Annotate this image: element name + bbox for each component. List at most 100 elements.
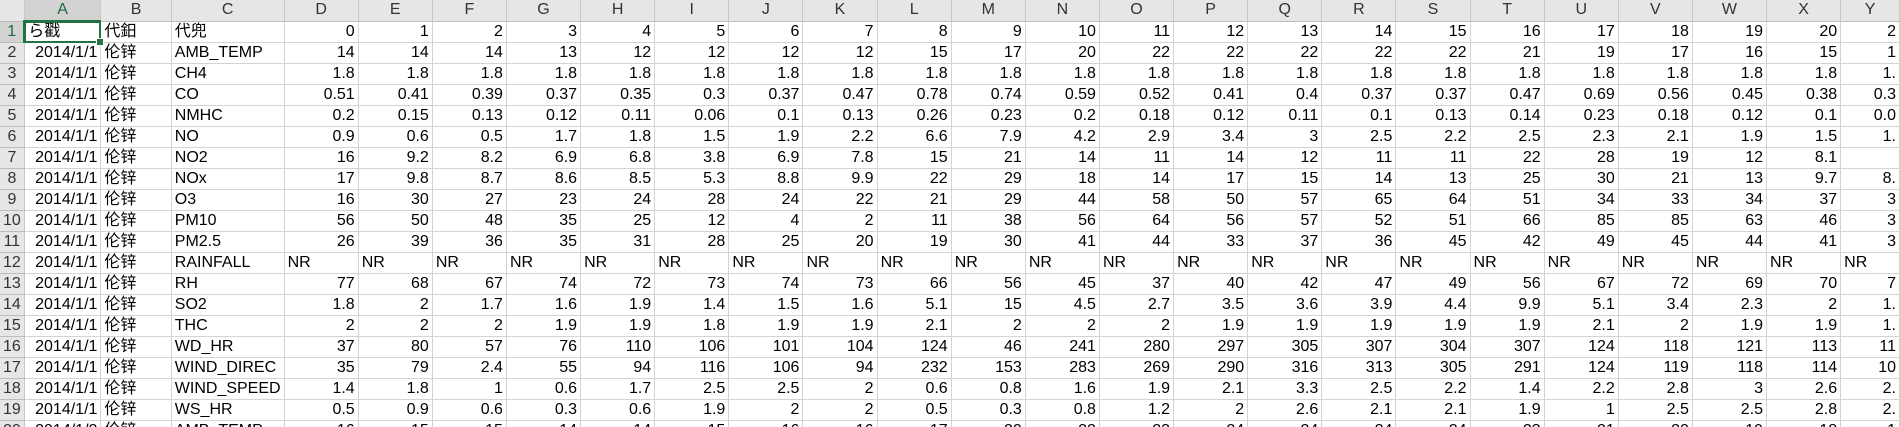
cell[interactable]: 24 [728, 189, 804, 211]
cell[interactable]: 0.78 [877, 84, 952, 106]
cell[interactable]: 38 [951, 210, 1026, 232]
cell[interactable]: 伦锌 [100, 168, 172, 190]
cell[interactable]: 0.12 [1173, 105, 1249, 127]
cell[interactable]: 18 [1618, 21, 1693, 43]
cell[interactable]: 0 [284, 21, 359, 43]
cell[interactable]: 22 [802, 189, 878, 211]
cell[interactable]: 101 [728, 336, 804, 358]
cell[interactable]: 13 [506, 42, 582, 64]
cell[interactable]: 13 [1395, 168, 1471, 190]
cell[interactable]: 2.5 [1321, 126, 1397, 148]
cell[interactable]: 2 [358, 294, 433, 316]
cell[interactable]: 13 [1692, 168, 1768, 190]
cell[interactable]: 72 [580, 273, 656, 295]
cell[interactable]: 1.8 [1173, 63, 1249, 85]
column-header-r[interactable]: R [1321, 0, 1397, 22]
cell[interactable]: NR [358, 252, 433, 274]
cell[interactable]: 2.6 [1247, 399, 1323, 421]
cell[interactable]: 7 [802, 21, 878, 43]
cell[interactable]: 104 [802, 336, 878, 358]
cell[interactable]: 12 [1247, 147, 1323, 169]
cell[interactable]: 1.9 [580, 315, 656, 337]
cell[interactable]: 51 [1470, 189, 1545, 211]
cell[interactable]: 11 [1395, 147, 1471, 169]
cell[interactable]: 伦锌 [100, 294, 172, 316]
cell[interactable]: 7 [1840, 273, 1900, 295]
cell[interactable]: 1.8 [802, 63, 878, 85]
cell[interactable]: 16 [728, 420, 804, 427]
cell[interactable]: 伦锌 [100, 420, 172, 427]
cell[interactable]: 0.14 [1470, 105, 1545, 127]
cell[interactable]: 121 [1692, 336, 1768, 358]
cell[interactable]: 1.8 [877, 63, 952, 85]
cell[interactable]: 1.9 [1173, 315, 1249, 337]
cell[interactable]: 0.18 [1099, 105, 1175, 127]
cell[interactable]: 代兜 [171, 21, 285, 43]
cell[interactable]: 伦锌 [100, 147, 172, 169]
cell[interactable]: 0.0 [1840, 105, 1900, 127]
cell[interactable]: 伦锌 [100, 210, 172, 232]
cell[interactable]: NR [1544, 252, 1619, 274]
cell[interactable]: 22 [877, 168, 952, 190]
cell[interactable]: 1.7 [506, 126, 582, 148]
cell[interactable]: 106 [654, 336, 730, 358]
column-header-e[interactable]: E [358, 0, 433, 22]
cell[interactable]: 1. [1840, 294, 1900, 316]
cell[interactable]: 1.7 [580, 378, 656, 400]
cell[interactable]: 1 [1840, 42, 1900, 64]
cell[interactable]: 17 [877, 420, 952, 427]
cell[interactable]: 1.4 [654, 294, 730, 316]
cell[interactable]: 9.9 [1470, 294, 1545, 316]
cell[interactable]: 0.5 [432, 126, 507, 148]
cell[interactable]: 22 [1099, 42, 1175, 64]
cell[interactable]: 2014/1/1 [24, 357, 102, 379]
cell[interactable]: 2 [802, 210, 878, 232]
cell[interactable]: 16 [1470, 21, 1545, 43]
cell[interactable]: 50 [358, 210, 433, 232]
cell[interactable]: 2.2 [802, 126, 878, 148]
cell[interactable]: 2014/1/1 [24, 126, 102, 148]
cell[interactable]: NR [580, 252, 656, 274]
cell[interactable]: 124 [877, 336, 952, 358]
cell[interactable]: 2.1 [1321, 399, 1397, 421]
cell[interactable]: 25 [728, 231, 804, 253]
cell[interactable]: 2014/1/1 [24, 63, 102, 85]
cell[interactable]: 72 [1618, 273, 1693, 295]
cell[interactable]: 232 [877, 357, 952, 379]
cell[interactable]: 304 [1395, 336, 1471, 358]
cell[interactable]: 1.8 [654, 63, 730, 85]
cell[interactable]: 0.23 [951, 105, 1026, 127]
cell[interactable]: 1.8 [580, 126, 656, 148]
cell[interactable]: 2.3 [1544, 126, 1619, 148]
cell[interactable]: 55 [506, 357, 582, 379]
cell[interactable]: 0.6 [877, 378, 952, 400]
cell[interactable] [1840, 147, 1900, 169]
cell[interactable]: 33 [1173, 231, 1249, 253]
cell[interactable]: 3 [1840, 231, 1900, 253]
cell[interactable]: 0.6 [506, 378, 582, 400]
cell[interactable]: PM2.5 [171, 231, 285, 253]
cell[interactable]: 1.9 [1395, 315, 1471, 337]
cell[interactable]: 0.9 [358, 399, 433, 421]
row-header[interactable]: 14 [0, 294, 25, 316]
cell[interactable]: WD_HR [171, 336, 285, 358]
cell[interactable]: 3 [1692, 378, 1768, 400]
cell[interactable]: 8.1 [1766, 147, 1842, 169]
cell[interactable]: 2.1 [1618, 126, 1693, 148]
cell[interactable]: 5.1 [1544, 294, 1619, 316]
cell[interactable]: 1 [432, 378, 507, 400]
cell[interactable]: 1.8 [1099, 63, 1175, 85]
cell[interactable]: 20 [1766, 21, 1842, 43]
cell[interactable]: 57 [432, 336, 507, 358]
cell[interactable]: 0.3 [1840, 84, 1900, 106]
cell[interactable]: 1.8 [358, 63, 433, 85]
cell[interactable]: 48 [432, 210, 507, 232]
column-header-j[interactable]: J [728, 0, 804, 22]
cell[interactable]: 45 [1025, 273, 1100, 295]
cell[interactable]: 20 [1618, 420, 1693, 427]
cell[interactable]: 2.9 [1099, 126, 1175, 148]
cell[interactable]: 27 [432, 189, 507, 211]
cell[interactable]: 41 [1766, 231, 1842, 253]
cell[interactable]: 0.11 [580, 105, 656, 127]
